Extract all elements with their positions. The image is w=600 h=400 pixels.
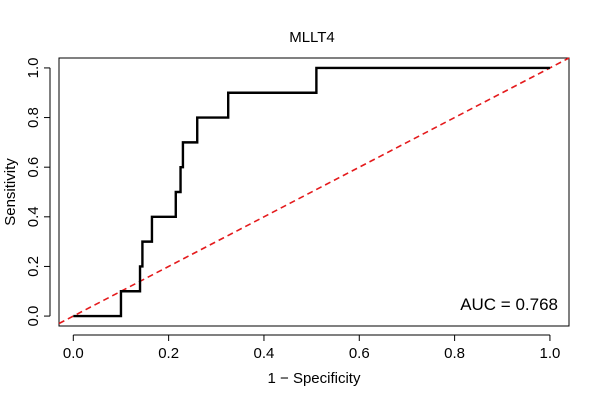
x-axis-label: 1 − Specificity [268,370,361,387]
x-axis: 0.0 0.2 0.4 0.6 0.8 1.0 [63,334,561,362]
y-tick-label: 0.8 [25,107,42,128]
series-layer [58,57,570,325]
y-tick-label: 1.0 [25,57,42,78]
x-tick-label: 0.8 [444,345,465,362]
y-tick-label: 0.6 [25,157,42,178]
y-axis: 0.0 0.2 0.4 0.6 0.8 1.0 [25,57,51,327]
y-tick-label: 0.4 [25,206,42,227]
roc-curve-line [73,66,550,318]
y-axis-label: Sensitivity [2,158,19,226]
chart-title: MLLT4 [289,29,335,46]
x-tick-label: 0.0 [63,345,84,362]
plot-frame [58,57,570,327]
x-tick-label: 1.0 [540,345,561,362]
x-tick-label: 0.2 [158,345,179,362]
y-tick-label: 0.2 [25,256,42,277]
x-tick-label: 0.6 [349,345,370,362]
auc-annotation: AUC = 0.768 [460,295,558,314]
y-tick-label: 0.0 [25,306,42,327]
reference-diagonal-line [58,57,570,325]
x-tick-label: 0.4 [254,345,275,362]
